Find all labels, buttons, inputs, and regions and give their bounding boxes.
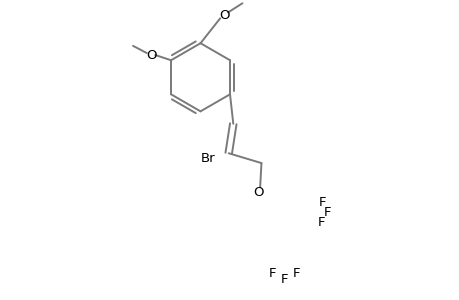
Text: O: O bbox=[218, 9, 229, 22]
Text: Br: Br bbox=[201, 152, 215, 165]
Text: F: F bbox=[280, 272, 287, 286]
Text: F: F bbox=[292, 267, 299, 280]
Text: F: F bbox=[317, 215, 324, 229]
Text: F: F bbox=[323, 206, 330, 219]
Text: O: O bbox=[252, 186, 263, 199]
Text: O: O bbox=[146, 49, 157, 62]
Text: F: F bbox=[268, 267, 276, 280]
Text: F: F bbox=[318, 196, 325, 209]
